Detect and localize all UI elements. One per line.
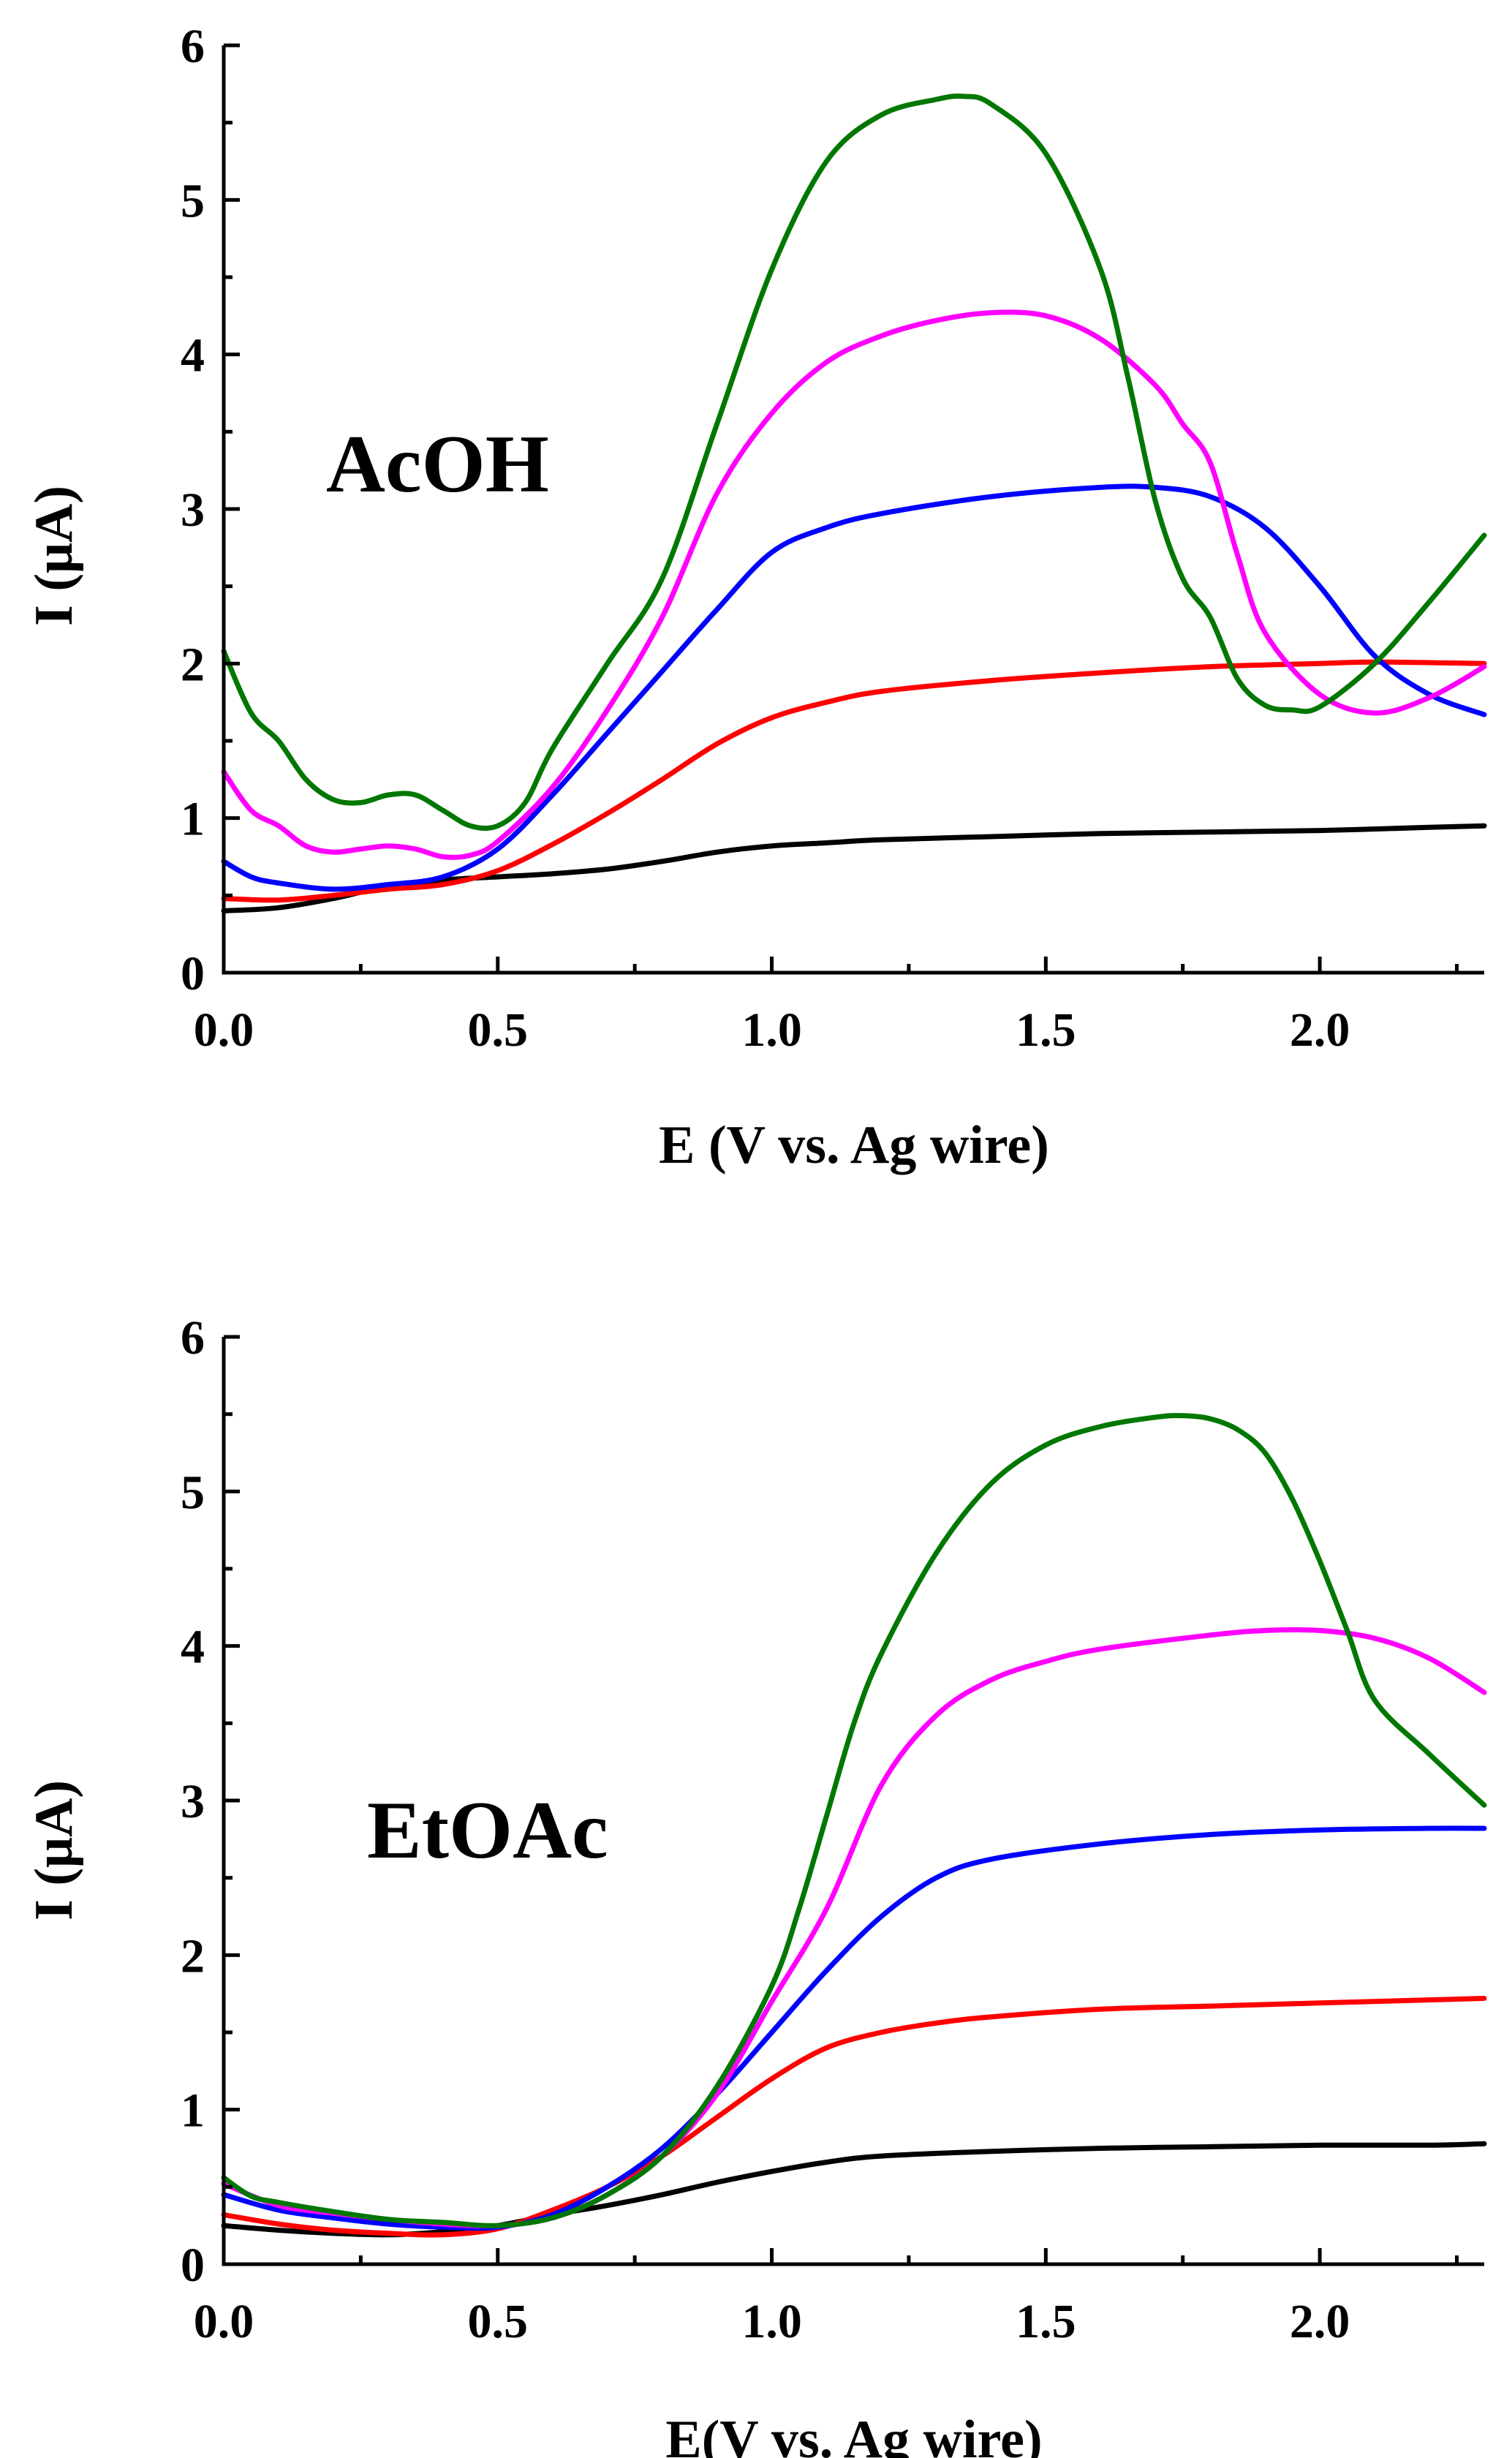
series-line-green — [221, 93, 1487, 832]
y-axis-title: I (μA) — [24, 486, 84, 626]
series-line-blue — [221, 483, 1487, 892]
x-axis-title: E(V vs. Ag wire) — [665, 2410, 1042, 2458]
y-tick-label: 6 — [181, 1311, 205, 1365]
y-tick-label: 4 — [181, 1621, 205, 1674]
series-line-black — [221, 823, 1487, 913]
series-line-red — [221, 1996, 1487, 2238]
panel-title: EtOAc — [367, 1785, 608, 1876]
x-tick-label: 0.0 — [194, 2295, 254, 2348]
series-layer — [221, 93, 1487, 913]
panel-title: AcOH — [326, 419, 549, 510]
x-tick-label: 0.0 — [194, 1003, 254, 1057]
y-tick-label: 6 — [181, 20, 205, 73]
x-tick-label: 1.0 — [741, 1003, 802, 1057]
y-axis-title: I (μA) — [24, 1780, 84, 1920]
y-tick-label: 4 — [181, 329, 205, 382]
x-tick-label: 1.0 — [741, 2295, 802, 2348]
series-line-magenta — [221, 309, 1487, 860]
y-tick-label: 3 — [181, 1775, 205, 1828]
y-tick-label: 0 — [181, 2239, 205, 2292]
y-tick-label: 3 — [181, 483, 205, 537]
y-tick-label: 2 — [181, 1929, 205, 1983]
x-tick-label: 0.5 — [468, 1003, 529, 1057]
x-tick-label: 2.0 — [1290, 2295, 1350, 2348]
series-line-green — [221, 1413, 1487, 2228]
y-tick-label: 0 — [181, 947, 205, 1000]
x-axis-title: E (V vs. Ag wire) — [659, 1115, 1049, 1175]
series-line-red — [221, 659, 1487, 903]
x-tick-label: 1.5 — [1016, 2295, 1076, 2348]
x-tick-label: 0.5 — [468, 2295, 529, 2348]
y-tick-label: 1 — [181, 2084, 205, 2138]
chart-panel-etoac: 0.0 0.5 1.0 1.5 2.0 0 1 2 3 4 5 6 EtOAc E(V vs. Ag … — [24, 1311, 1487, 2458]
chart-panel-acoh: 0.0 0.5 1.0 1.5 2.0 0 1 2 3 4 5 6 AcOH E (V vs. Ag … — [24, 20, 1487, 1175]
series-line-blue — [221, 1825, 1487, 2231]
series-layer — [221, 1413, 1487, 2238]
y-tick-label: 5 — [181, 1466, 205, 1519]
x-tick-label: 1.5 — [1016, 1003, 1076, 1057]
y-tick-label: 5 — [181, 174, 205, 227]
x-tick-label: 2.0 — [1290, 1003, 1350, 1057]
y-tick-label: 2 — [181, 638, 205, 691]
y-tick-label: 1 — [181, 793, 205, 846]
